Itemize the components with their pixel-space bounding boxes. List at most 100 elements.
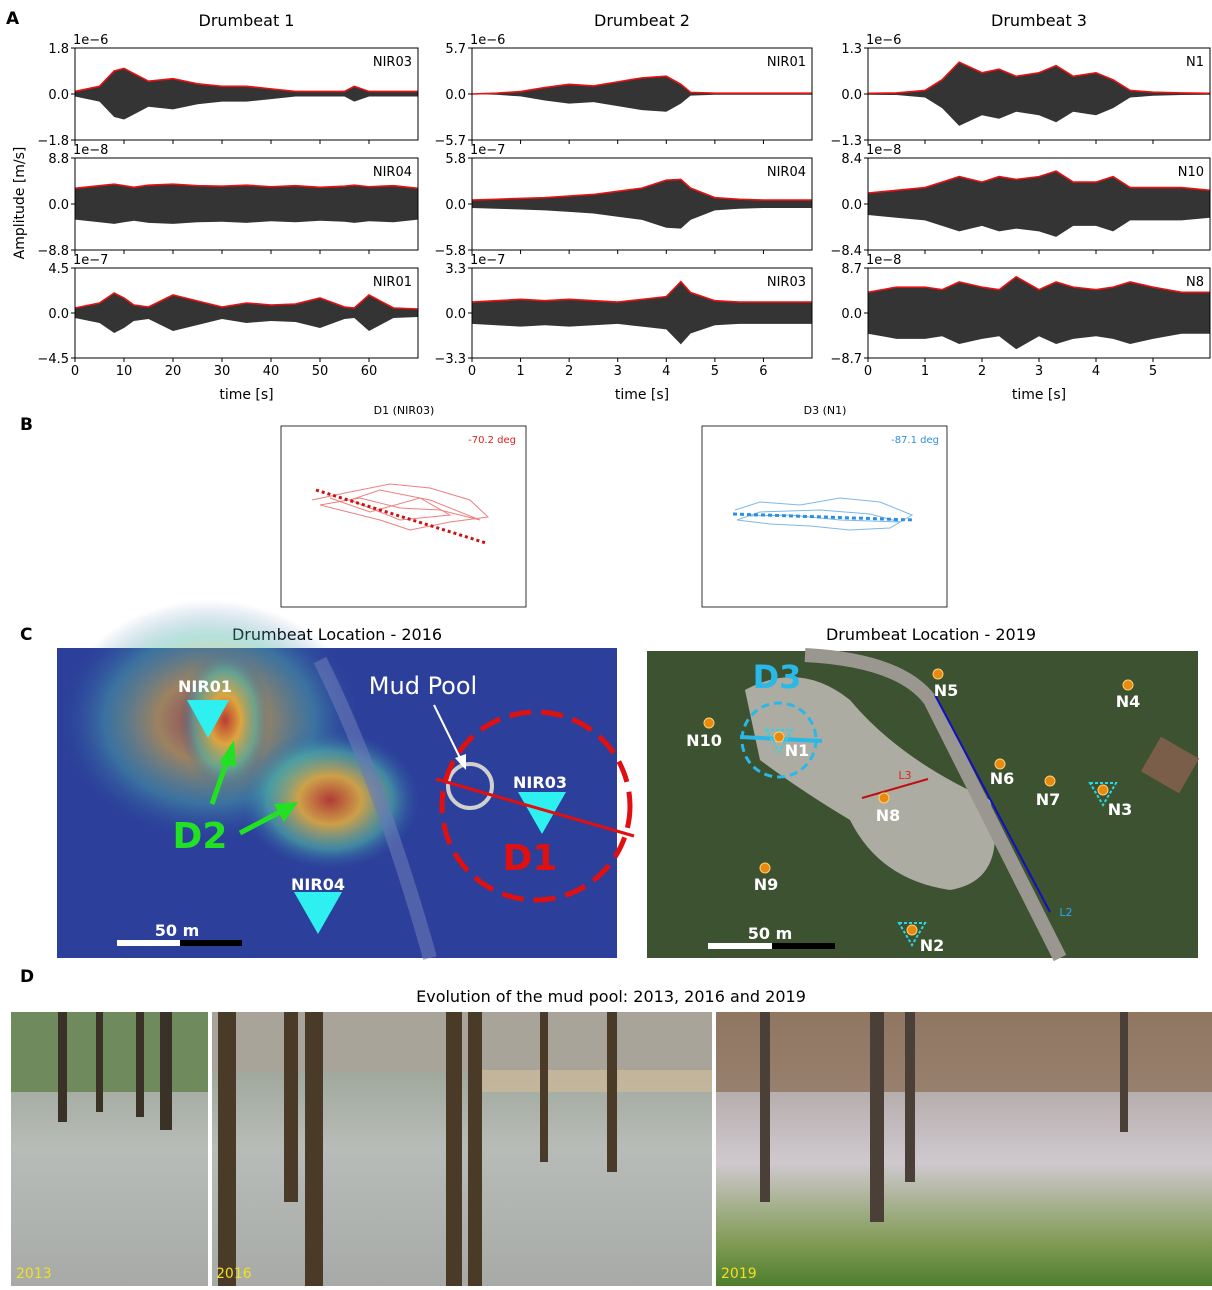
x-tick-label: 50 (312, 364, 329, 379)
scale-bar (180, 940, 242, 946)
map-label: N4 (1116, 692, 1141, 711)
x-axis-label: time [s] (219, 387, 273, 403)
y-tick-label: 0.0 (48, 198, 69, 213)
x-axis-label: time [s] (615, 387, 669, 403)
exponent: 1e−6 (73, 33, 108, 48)
waveform (868, 171, 1210, 237)
exponent: 1e−6 (470, 33, 505, 48)
panel-d: Evolution of the mud pool: 2013, 2016 an… (11, 987, 1212, 1286)
station (760, 863, 770, 873)
waveform (472, 76, 812, 112)
tree (305, 1012, 323, 1286)
station (774, 732, 784, 742)
y-tick-label: −4.5 (37, 352, 69, 367)
map-label: Mud Pool (369, 672, 477, 700)
column-title: Drumbeat 1 (199, 11, 295, 30)
x-axis-label: time [s] (1012, 387, 1066, 403)
y-tick-label: −8.8 (37, 244, 69, 259)
map-label: N8 (876, 806, 901, 825)
map-2019: Drumbeat Location - 2019 D3 N1 N2 (647, 625, 1199, 958)
column-title: Drumbeat 3 (991, 11, 1087, 30)
x-tick-label: 1 (921, 364, 929, 379)
polarization-line (316, 490, 486, 543)
annotation: -87.1 deg (891, 435, 939, 446)
tree (446, 1012, 462, 1286)
map-label: NIR04 (291, 875, 345, 894)
x-tick-label: 1 (516, 364, 524, 379)
panel-letter: A (6, 9, 20, 29)
y-tick-label: 1.3 (841, 42, 862, 57)
tree (58, 1012, 67, 1122)
tree (870, 1012, 884, 1222)
y-tick-label: 0.0 (445, 88, 466, 103)
x-tick-label: 0 (71, 364, 79, 379)
station (933, 669, 943, 679)
y-tick-label: −5.8 (434, 244, 466, 259)
y-tick-label: 4.5 (48, 262, 69, 277)
tree (136, 1012, 144, 1117)
map-label: N5 (934, 681, 959, 700)
exponent: 1e−8 (866, 143, 901, 158)
y-tick-label: 0.0 (841, 88, 862, 103)
station (907, 925, 917, 935)
map-label: N6 (990, 769, 1015, 788)
map-2016: Drumbeat Location - 2016 NIR01 NIR03 NIR… (57, 600, 634, 958)
photo-year: 2013 (16, 1266, 52, 1282)
x-tick-label: 5 (711, 364, 719, 379)
panel-letter: B (20, 415, 33, 435)
y-tick-label: 0.0 (445, 198, 466, 213)
exponent: 1e−8 (866, 253, 901, 268)
panel-letter: C (20, 625, 32, 645)
y-tick-label: −3.3 (434, 352, 466, 367)
y-tick-label: 1.8 (48, 42, 69, 57)
x-tick-label: 0 (864, 364, 872, 379)
y-tick-label: 5.7 (445, 42, 466, 57)
y-tick-label: 8.7 (841, 262, 862, 277)
panel-a: Drumbeat 1−1.80.01.81e−6NIR03−8.80.08.81… (37, 11, 1210, 403)
scale-label: 50 m (155, 921, 200, 940)
tree (1120, 1012, 1128, 1132)
y-axis-label: Amplitude [m/s] (12, 147, 28, 260)
x-tick-label: 40 (263, 364, 280, 379)
station-label: NIR03 (767, 275, 806, 290)
station-label: N8 (1186, 275, 1204, 290)
map-label: N7 (1036, 790, 1061, 809)
map-label: N9 (754, 875, 779, 894)
tree (607, 1012, 617, 1172)
exponent: 1e−7 (470, 253, 505, 268)
panel-b: D1 (NIR03) -70.2 deg D3 (N1) -87.1 deg (281, 404, 947, 607)
waveform (868, 62, 1210, 126)
exponent: 1e−8 (73, 143, 108, 158)
y-tick-label: −8.7 (830, 352, 862, 367)
y-tick-label: 8.8 (48, 152, 69, 167)
map-label: D3 (753, 658, 802, 696)
y-tick-label: 8.4 (841, 152, 862, 167)
fence (480, 1070, 712, 1092)
tree (905, 1012, 915, 1182)
station-label: NIR04 (373, 165, 412, 180)
x-tick-label: 3 (1035, 364, 1043, 379)
x-tick-label: 20 (165, 364, 182, 379)
photo-foliage (716, 1012, 1212, 1092)
scale-bar (708, 943, 772, 949)
page: {"panel_labels": ["A", "B", "C", "D"], "… (0, 0, 1212, 1286)
tree (218, 1012, 236, 1286)
x-tick-label: 10 (116, 364, 133, 379)
x-tick-label: 4 (662, 364, 670, 379)
station (879, 793, 889, 803)
x-tick-label: 0 (468, 364, 476, 379)
y-tick-label: −5.7 (434, 134, 466, 149)
exponent: 1e−6 (866, 33, 901, 48)
map-label: NIR01 (178, 677, 232, 696)
plot-title: D1 (NIR03) (374, 404, 435, 417)
scale-bar (772, 943, 835, 949)
column-title: Drumbeat 2 (594, 11, 690, 30)
waveform (472, 179, 812, 228)
x-tick-label: 30 (214, 364, 231, 379)
y-tick-label: 0.0 (841, 198, 862, 213)
tree (760, 1012, 770, 1202)
scale-bar (117, 940, 180, 946)
map-label: N1 (785, 741, 810, 760)
exponent: 1e−7 (470, 143, 505, 158)
y-tick-label: 5.8 (445, 152, 466, 167)
